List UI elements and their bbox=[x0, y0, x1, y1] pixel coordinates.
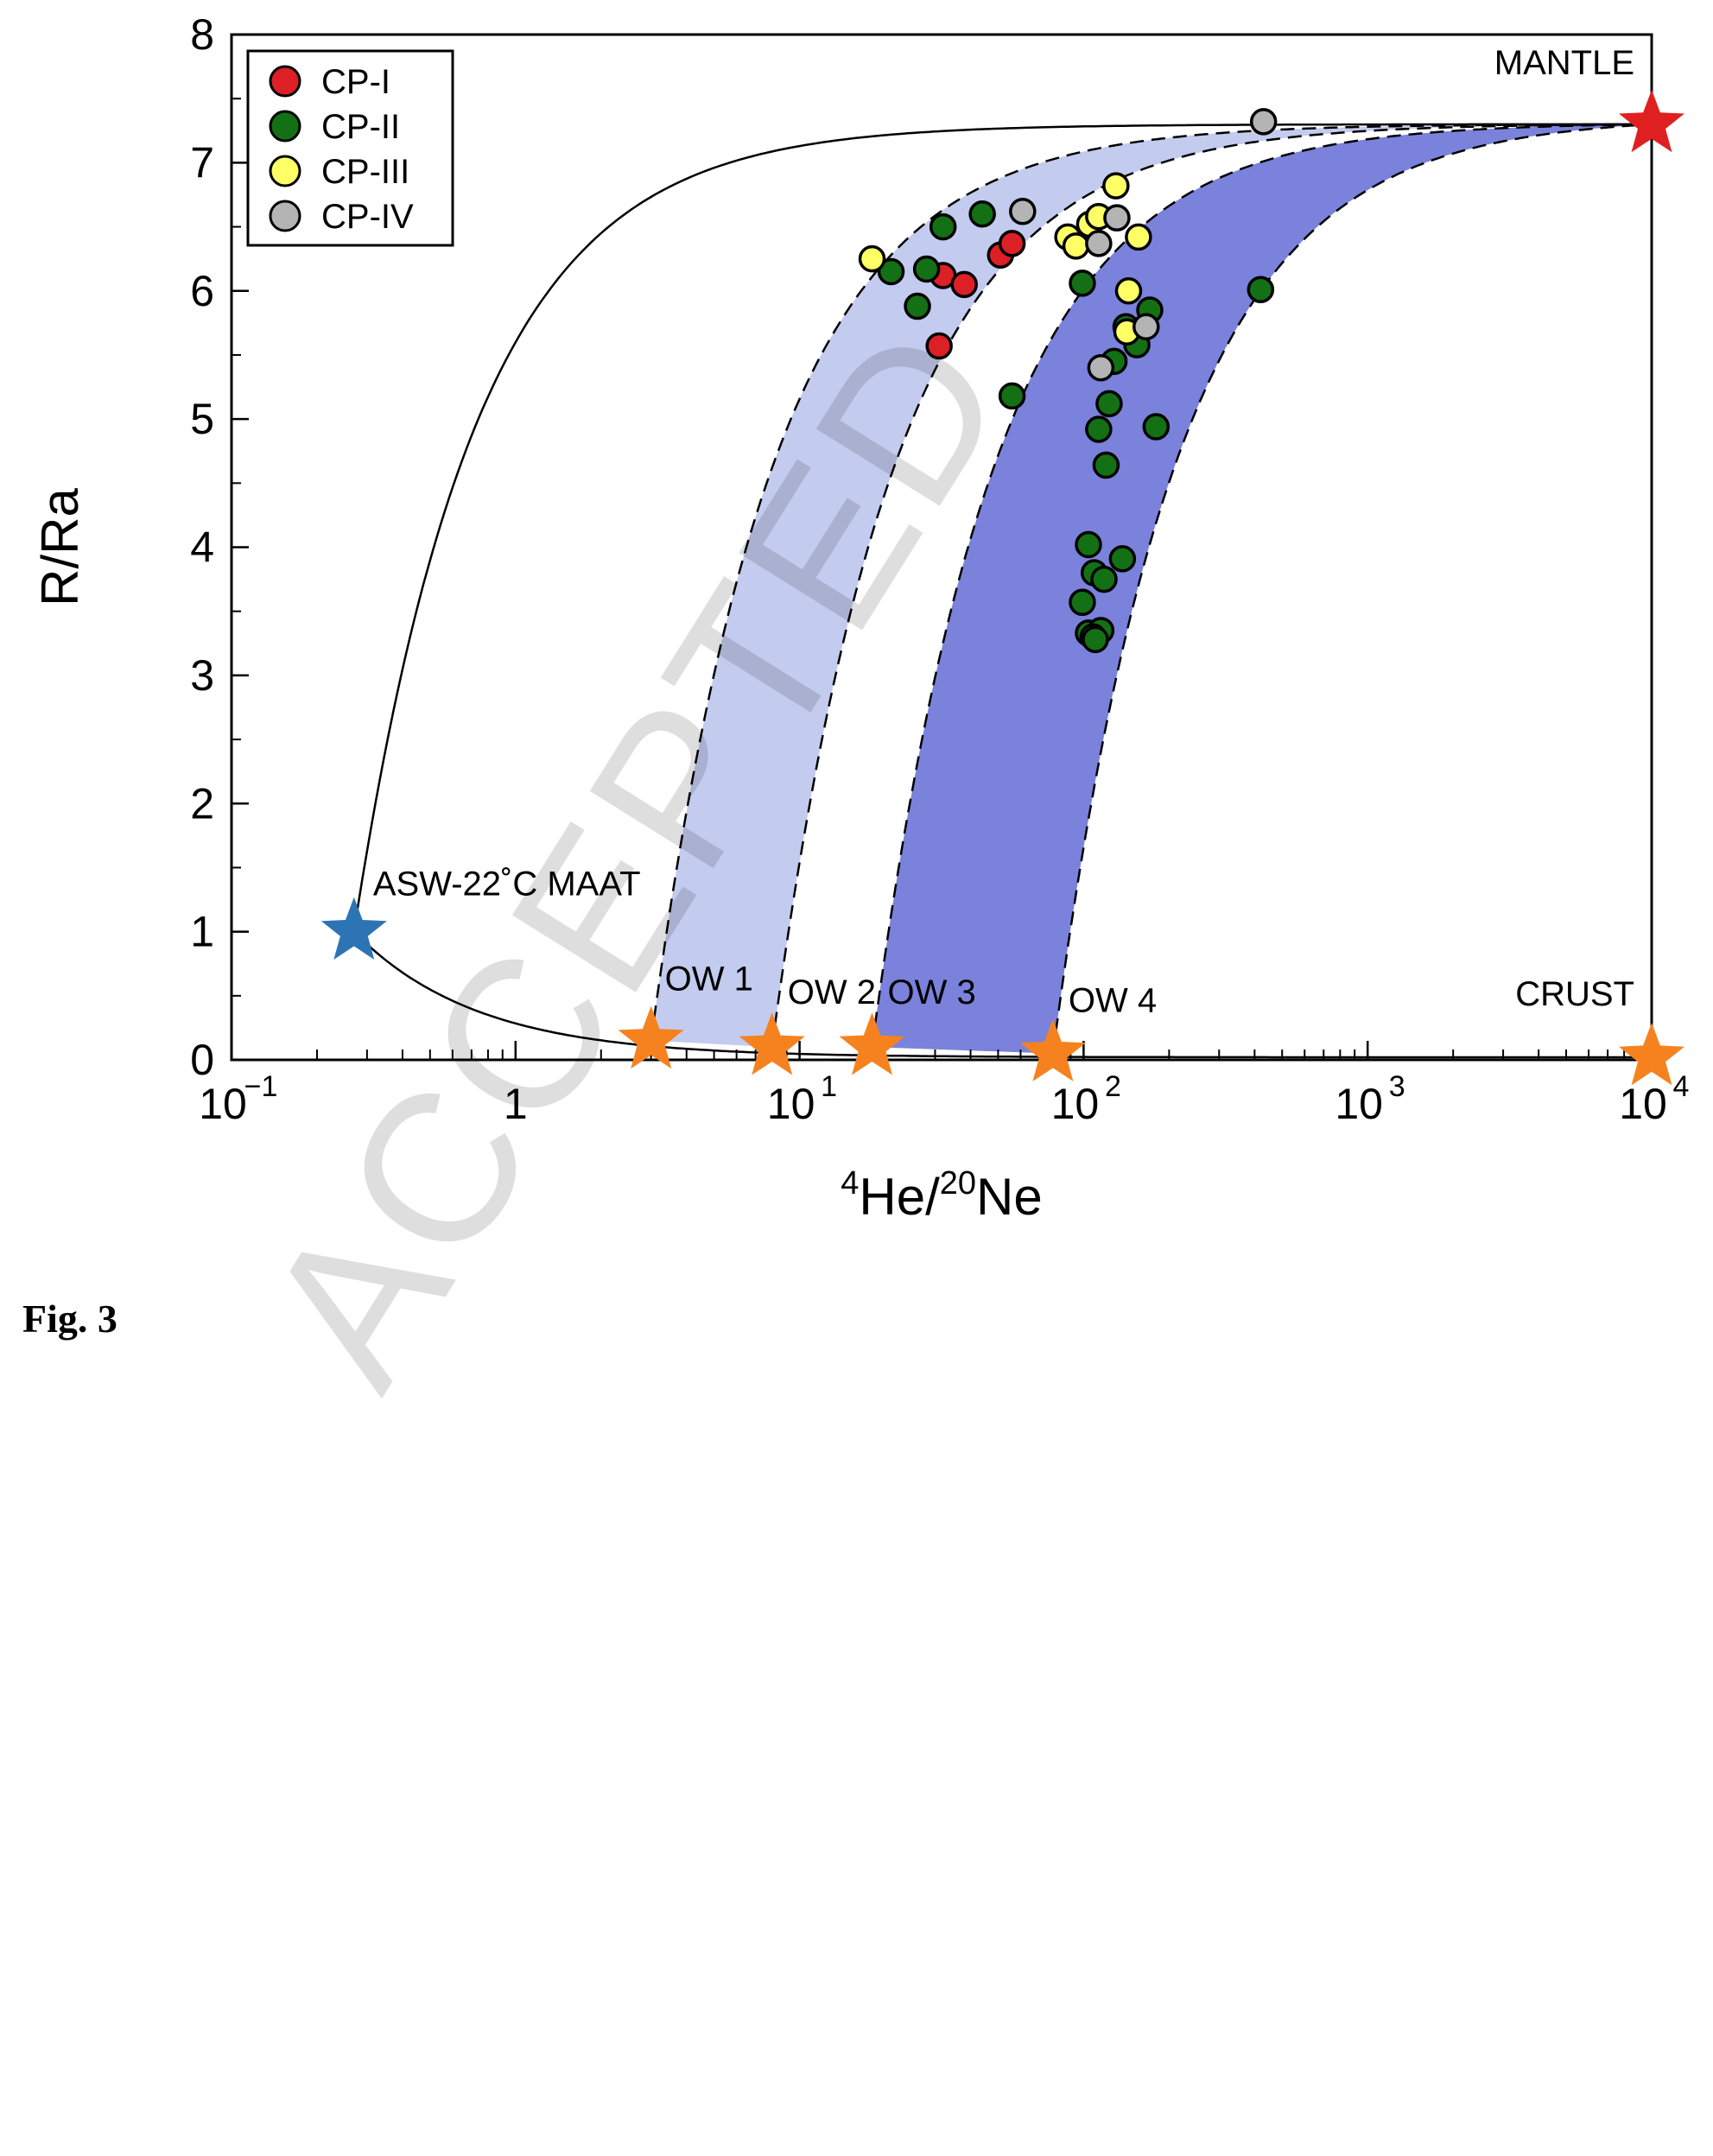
y-tick-label: 3 bbox=[190, 651, 214, 700]
data-point-cp-ii bbox=[912, 255, 941, 283]
label-ow-3: OW 3 bbox=[888, 973, 976, 1011]
legend-label-cp-ii: CP-II bbox=[321, 108, 400, 146]
star-ow-2 bbox=[739, 1012, 805, 1075]
mixing-curve-ow-2 bbox=[771, 123, 1652, 1048]
data-point-cp-ii bbox=[1142, 413, 1171, 441]
star-mantle bbox=[1619, 89, 1684, 153]
y-tick-label: 5 bbox=[190, 395, 214, 443]
star-crust bbox=[1619, 1023, 1684, 1086]
x-tick-label: 10 bbox=[1619, 1080, 1667, 1128]
legend-label-cp-iii: CP-III bbox=[321, 153, 409, 191]
label-ow-1: OW 1 bbox=[665, 961, 753, 999]
x-tick-exponent: 1 bbox=[821, 1070, 837, 1103]
data-point-cp-iv bbox=[1249, 108, 1278, 136]
legend-marker-cp-i bbox=[269, 65, 301, 98]
data-point-cp-ii bbox=[1090, 565, 1118, 593]
data-point-cp-ii bbox=[929, 212, 957, 241]
label-crust: CRUST bbox=[1515, 975, 1634, 1013]
y-tick-label: 4 bbox=[190, 523, 214, 572]
data-point-cp-iii bbox=[858, 244, 886, 273]
data-point-cp-ii bbox=[968, 200, 996, 228]
data-point-cp-i bbox=[925, 332, 953, 360]
legend-marker-cp-iii bbox=[269, 155, 301, 187]
y-axis-label: R/Ra bbox=[31, 488, 89, 606]
data-point-cp-ii bbox=[1075, 530, 1102, 559]
end-member-labels: ASW-22˚C MAAT MANTLE CRUST OW 1 OW 2 OW 3 OW 4 bbox=[373, 44, 1634, 1020]
legend-marker-cp-iv bbox=[269, 200, 301, 232]
mixing-curve-ow-4 bbox=[1051, 123, 1653, 1054]
star-ow-3 bbox=[839, 1012, 905, 1075]
y-tick-label: 6 bbox=[190, 267, 214, 315]
x-tick-label: 10 bbox=[199, 1080, 247, 1128]
data-points bbox=[858, 108, 1278, 654]
data-point-cp-ii bbox=[1247, 276, 1275, 304]
y-tick-label: 1 bbox=[190, 908, 214, 956]
legend-label-cp-i: CP-I bbox=[321, 63, 390, 101]
star-asw-22-c-maat bbox=[320, 897, 387, 960]
y-tick-label: 7 bbox=[190, 138, 214, 187]
data-point-cp-ii bbox=[877, 257, 905, 286]
mixing-curve-asw-crust bbox=[352, 930, 1652, 1059]
x-tick-exponent: −1 bbox=[244, 1070, 278, 1103]
legend-marker-cp-ii bbox=[269, 110, 301, 143]
mixing-band-1 bbox=[650, 124, 1653, 1048]
data-point-cp-i bbox=[950, 270, 978, 299]
x-tick-label: 10 bbox=[767, 1080, 815, 1128]
data-point-cp-ii bbox=[1069, 588, 1096, 617]
figure-caption: Fig. 3 bbox=[22, 1297, 117, 1341]
label-ow-2: OW 2 bbox=[788, 973, 876, 1011]
data-point-cp-iv bbox=[1132, 313, 1160, 341]
data-point-cp-iii bbox=[1102, 172, 1130, 200]
data-point-cp-ii bbox=[1092, 451, 1120, 479]
y-tick-label: 2 bbox=[190, 779, 214, 828]
legend-label-cp-iv: CP-IV bbox=[321, 198, 414, 236]
data-point-cp-ii bbox=[1085, 415, 1113, 443]
star-ow-1 bbox=[618, 1005, 684, 1069]
data-point-cp-iv bbox=[1087, 354, 1115, 382]
data-point-cp-ii bbox=[1108, 545, 1137, 573]
data-point-cp-i bbox=[998, 230, 1026, 257]
label-asw-22-c-maat: ASW-22˚C MAAT bbox=[373, 866, 641, 904]
label-mantle: MANTLE bbox=[1494, 44, 1634, 82]
data-point-cp-iii bbox=[1062, 232, 1090, 260]
x-axis-label: 4He/20Ne bbox=[841, 1165, 1043, 1226]
data-point-cp-ii bbox=[904, 292, 931, 320]
data-point-cp-ii bbox=[1069, 270, 1096, 297]
x-tick-exponent: 4 bbox=[1673, 1070, 1690, 1103]
label-ow-4: OW 4 bbox=[1069, 982, 1157, 1020]
y-tick-label: 8 bbox=[190, 10, 214, 59]
x-tick-label: 10 bbox=[1051, 1080, 1100, 1128]
legend: CP-I CP-II CP-III CP-IV bbox=[246, 49, 454, 247]
data-point-cp-iv bbox=[1085, 230, 1113, 257]
mixing-band-2 bbox=[872, 124, 1652, 1054]
x-tick-label: 10 bbox=[1335, 1080, 1383, 1128]
data-point-cp-ii bbox=[1095, 390, 1123, 418]
data-point-cp-ii bbox=[998, 382, 1026, 410]
x-tick-exponent: 3 bbox=[1389, 1070, 1405, 1103]
y-tick-label: 0 bbox=[190, 1036, 214, 1084]
mixing-curve-asw-mantle bbox=[352, 123, 1652, 932]
data-point-cp-iv bbox=[1009, 198, 1037, 225]
star-ow-4 bbox=[1019, 1018, 1086, 1081]
mixing-curves bbox=[352, 123, 1653, 1059]
mixing-bands bbox=[650, 124, 1653, 1054]
x-tick-exponent: 2 bbox=[1105, 1070, 1121, 1103]
end-member-stars bbox=[320, 89, 1684, 1086]
mixing-curve-ow-3 bbox=[871, 123, 1652, 1048]
data-point-cp-iii bbox=[1125, 223, 1152, 251]
x-tick-label: 1 bbox=[504, 1080, 528, 1128]
data-point-cp-iii bbox=[1114, 277, 1143, 305]
data-point-cp-ii bbox=[1082, 625, 1109, 654]
data-point-cp-iv bbox=[1103, 204, 1131, 231]
